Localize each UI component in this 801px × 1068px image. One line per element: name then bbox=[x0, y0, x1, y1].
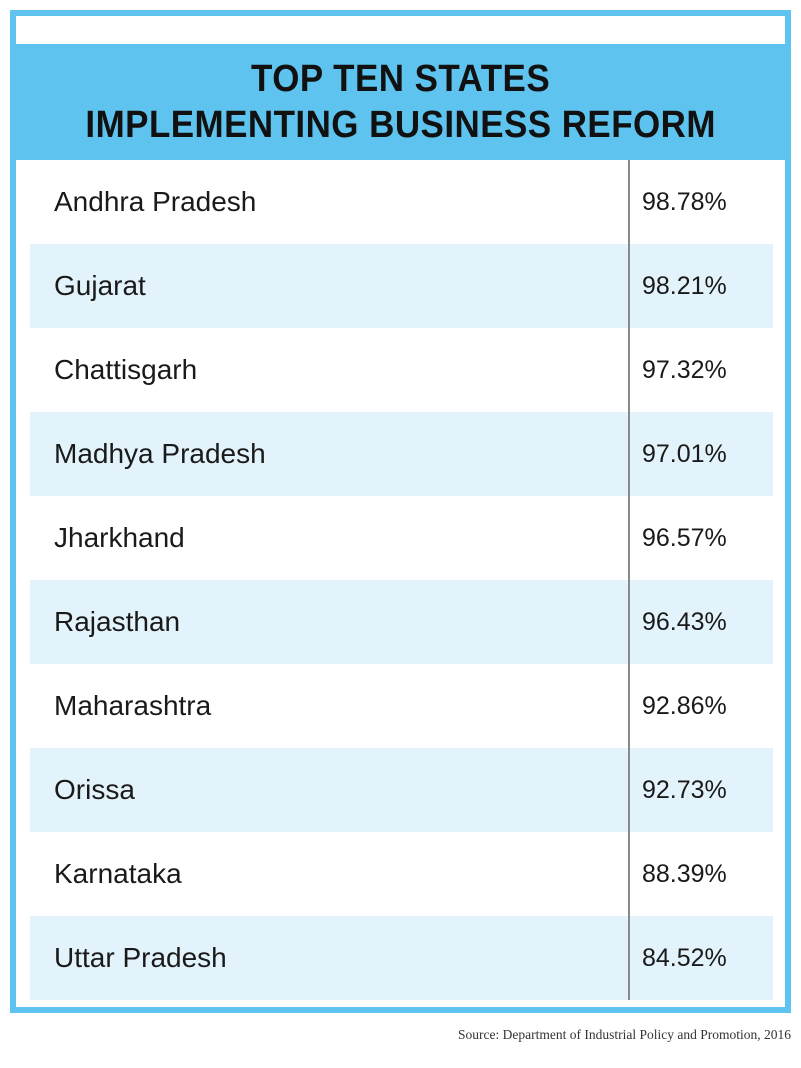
table-row: Chattisgarh 97.32% bbox=[30, 328, 773, 412]
reform-percentage: 92.86% bbox=[642, 691, 727, 720]
column-divider bbox=[628, 160, 630, 1000]
table-row: Gujarat 98.21% bbox=[30, 244, 773, 328]
state-name: Chattisgarh bbox=[54, 354, 198, 385]
source-note: Source: Department of Industrial Policy … bbox=[458, 1027, 791, 1042]
reform-percentage: 98.21% bbox=[642, 271, 727, 300]
table-body: Andhra Pradesh 98.78% Gujarat 98.21% Cha… bbox=[30, 160, 773, 1000]
reform-percentage: 98.78% bbox=[642, 187, 727, 216]
table-frame: TOP TEN STATES IMPLEMENTING BUSINESS REF… bbox=[10, 10, 791, 1013]
reform-percentage: 84.52% bbox=[642, 943, 727, 972]
chart-title-line-1: TOP TEN STATES bbox=[250, 58, 551, 100]
state-name: Andhra Pradesh bbox=[54, 186, 257, 217]
table-row: Orissa 92.73% bbox=[30, 748, 773, 832]
state-name: Karnataka bbox=[54, 858, 182, 889]
title-bar: TOP TEN STATES IMPLEMENTING BUSINESS REF… bbox=[16, 44, 785, 160]
state-name: Uttar Pradesh bbox=[54, 942, 227, 973]
table-row: Uttar Pradesh 84.52% bbox=[30, 916, 773, 1000]
table-row: Karnataka 88.39% bbox=[30, 832, 773, 916]
table-row: Rajasthan 96.43% bbox=[30, 580, 773, 664]
reform-percentage: 96.57% bbox=[642, 523, 727, 552]
table-row: Andhra Pradesh 98.78% bbox=[30, 160, 773, 244]
table-row: Maharashtra 92.86% bbox=[30, 664, 773, 748]
reform-percentage: 96.43% bbox=[642, 607, 727, 636]
reform-percentage: 92.73% bbox=[642, 775, 727, 804]
state-name: Maharashtra bbox=[54, 690, 212, 721]
state-name: Gujarat bbox=[54, 270, 146, 301]
state-name: Madhya Pradesh bbox=[54, 438, 266, 469]
table-row: Jharkhand 96.57% bbox=[30, 496, 773, 580]
reform-percentage: 97.32% bbox=[642, 355, 727, 384]
table-row: Madhya Pradesh 97.01% bbox=[30, 412, 773, 496]
reform-percentage: 88.39% bbox=[642, 859, 727, 888]
reform-percentage: 97.01% bbox=[642, 439, 727, 468]
state-name: Jharkhand bbox=[54, 522, 185, 553]
state-name: Rajasthan bbox=[54, 606, 181, 637]
state-name: Orissa bbox=[54, 774, 135, 805]
chart-title-line-2: IMPLEMENTING BUSINESS REFORM bbox=[85, 104, 716, 146]
